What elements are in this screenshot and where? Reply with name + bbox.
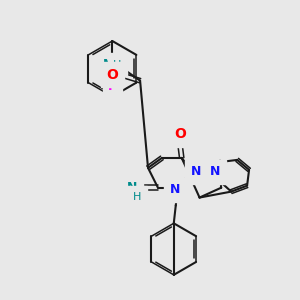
Text: O: O xyxy=(174,127,186,141)
Text: H: H xyxy=(133,192,141,202)
Text: O: O xyxy=(106,68,118,82)
Text: N: N xyxy=(127,181,137,194)
Text: H: H xyxy=(113,60,122,70)
Text: N: N xyxy=(169,183,180,196)
Text: F: F xyxy=(108,80,117,93)
Text: N: N xyxy=(190,165,201,178)
Text: N: N xyxy=(210,165,220,178)
Text: N: N xyxy=(103,58,114,71)
